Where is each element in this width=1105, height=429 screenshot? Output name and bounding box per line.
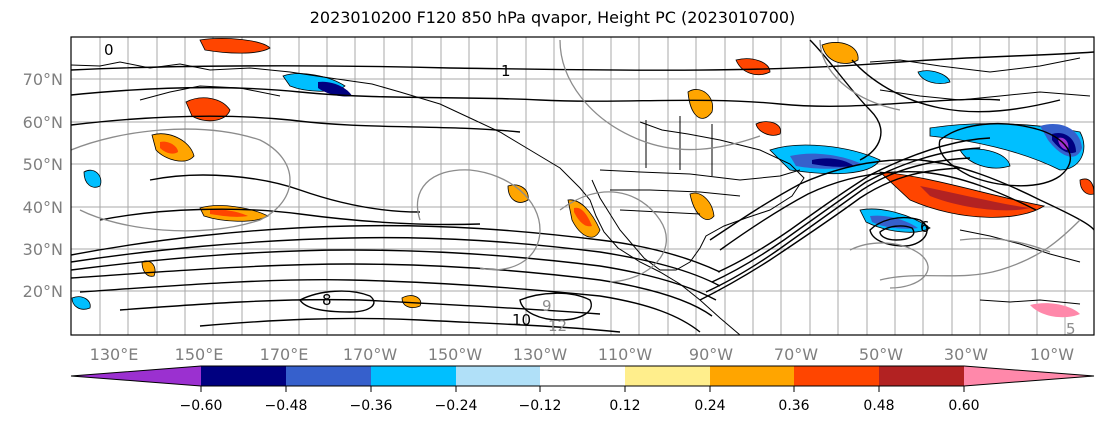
lon-label: 70°W [774,345,818,364]
contour-label: 6 [920,218,930,236]
colorbar-swatch [371,366,456,386]
qvapor-anomaly-fill [71,38,1094,318]
lon-label: 110°W [598,345,653,364]
colorbar-tick-label: 0.36 [778,398,809,414]
contour-label: 10 [512,311,531,329]
contour-label: 12 [548,317,567,335]
lat-label: 30°N [23,240,63,259]
colorbar-swatch [625,366,710,386]
height-contours-grey [71,39,1081,289]
lon-label: 130°E [90,345,139,364]
colorbar-tick-label: 0.60 [948,398,979,414]
lon-label: 50°W [859,345,903,364]
lon-label: 90°W [689,345,733,364]
lat-label: 40°N [23,198,63,217]
colorbar-tick-label: 0.12 [609,398,640,414]
lat-label: 20°N [23,282,63,301]
height-contours-black [71,39,1094,333]
longitude-labels: 130°E 150°E 170°E 170°W 150°W 130°W 110°… [90,345,1075,364]
colorbar: −0.60 −0.48 −0.36 −0.24 −0.12 0.12 0.24 … [70,365,1095,414]
colorbar-swatch [710,366,794,386]
contour-label: 9 [542,297,552,315]
colorbar-tick-label: −0.36 [350,398,393,414]
coastlines [71,57,1091,335]
colorbar-swatch [794,366,879,386]
lon-label: 170°W [343,345,398,364]
colorbar-swatch [456,366,540,386]
colorbar-tick-label: −0.60 [180,398,223,414]
contour-label: 5 [1066,320,1076,338]
contour-label: 0 [104,41,114,59]
colorbar-tick-label: −0.24 [435,398,478,414]
map-frame [70,36,1095,336]
lat-label: 70°N [23,70,63,89]
contour-label: 1 [501,62,511,80]
lon-label: 30°W [944,345,988,364]
colorbar-swatch [201,366,286,386]
lat-label: 50°N [23,155,63,174]
colorbar-tick-label: 0.24 [694,398,725,414]
map-title: 2023010200 F120 850 hPa qvapor, Height P… [309,8,796,27]
colorbar-min-extend [71,366,201,386]
colorbar-swatch [540,366,625,386]
colorbar-tick-label: −0.48 [265,398,308,414]
colorbar-swatch [879,366,964,386]
lon-label: 130°W [513,345,568,364]
lon-label: 150°E [175,345,224,364]
lon-label: 10°W [1030,345,1074,364]
latitude-labels: 70°N 60°N 50°N 40°N 30°N 20°N [23,70,63,301]
colorbar-max-extend [964,366,1094,386]
lon-label: 150°W [428,345,483,364]
colorbar-tick-label: −0.12 [519,398,562,414]
lat-label: 60°N [23,113,63,132]
colorbar-tick-label: 0.48 [863,398,894,414]
lon-label: 170°E [260,345,309,364]
colorbar-swatch [286,366,371,386]
contour-label: 8 [322,291,332,309]
